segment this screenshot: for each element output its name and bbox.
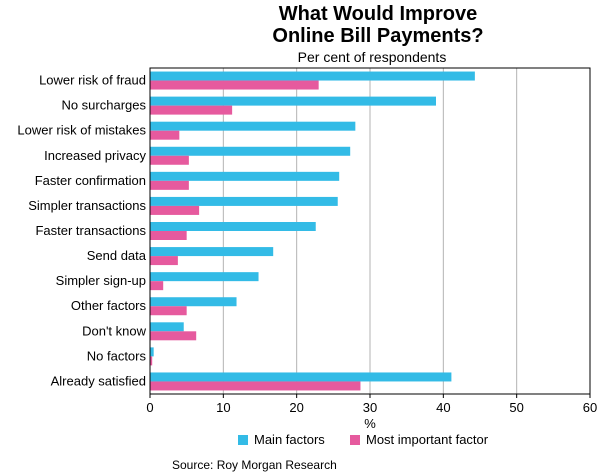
x-tick-label: 50 — [509, 400, 523, 415]
legend-label-main-factors: Main factors — [254, 432, 325, 447]
bars — [150, 71, 475, 391]
category-label: Increased privacy — [44, 148, 146, 163]
bar-main-factors — [150, 96, 436, 106]
bar-most-important-factor — [150, 205, 200, 215]
x-tick-label: 0 — [146, 400, 153, 415]
chart-title-line-2: Online Bill Payments? — [272, 25, 483, 47]
bar-most-important-factor — [150, 105, 233, 115]
bar-most-important-factor — [150, 306, 187, 316]
bar-main-factors — [150, 272, 259, 282]
x-tick-label: 40 — [436, 400, 450, 415]
source-note: Source: Roy Morgan Research — [172, 458, 337, 472]
x-tick-label: 20 — [289, 400, 303, 415]
bar-most-important-factor — [150, 130, 180, 140]
bar-main-factors — [150, 247, 274, 257]
legend-label-most-important-factor: Most important factor — [366, 432, 489, 447]
category-label: Simpler transactions — [28, 198, 146, 213]
x-tick-labels: 0 10 20 30 40 50 60 — [146, 394, 597, 415]
bar-main-factors — [150, 297, 237, 307]
bar-main-factors — [150, 146, 351, 156]
bar-main-factors — [150, 171, 340, 181]
bar-most-important-factor — [150, 155, 189, 165]
bar-most-important-factor — [150, 231, 187, 240]
category-label: Faster confirmation — [35, 173, 146, 188]
bar-main-factors — [150, 347, 154, 357]
legend-swatch-main-factors — [238, 435, 248, 445]
category-label: Already satisfied — [51, 373, 146, 388]
chart-title-line-1: What Would Improve — [279, 3, 478, 25]
category-label: Other factors — [71, 298, 147, 313]
bar-most-important-factor — [150, 356, 153, 366]
x-tick-label: 60 — [583, 400, 597, 415]
bar-main-factors — [150, 322, 184, 332]
legend-swatch-most-important-factor — [350, 435, 360, 445]
bar-most-important-factor — [150, 331, 197, 341]
category-label: No factors — [87, 348, 147, 363]
x-axis-title: % — [364, 416, 376, 431]
bar-main-factors — [150, 372, 452, 382]
bar-main-factors — [150, 196, 338, 206]
category-label: Simpler sign-up — [56, 273, 146, 288]
bar-most-important-factor — [150, 180, 189, 190]
bar-main-factors — [150, 71, 475, 81]
category-label: Lower risk of mistakes — [17, 123, 146, 138]
bar-most-important-factor — [150, 381, 361, 391]
chart-subtitle: Per cent of respondents — [298, 49, 447, 65]
legend: Main factors Most important factor — [238, 432, 489, 447]
x-tick-label: 30 — [363, 400, 377, 415]
category-label: Send data — [87, 248, 147, 263]
category-label: No surcharges — [61, 98, 146, 113]
category-label: Faster transactions — [35, 223, 146, 238]
category-labels: Lower risk of fraud No surcharges Lower ri… — [17, 73, 146, 389]
bar-most-important-factor — [150, 80, 319, 90]
bar-most-important-factor — [150, 256, 178, 266]
bar-main-factors — [150, 121, 356, 131]
category-label: Lower risk of fraud — [39, 73, 146, 88]
x-tick-label: 10 — [216, 400, 230, 415]
category-label: Don't know — [82, 323, 147, 338]
bar-most-important-factor — [150, 281, 164, 291]
bar-main-factors — [150, 222, 316, 231]
